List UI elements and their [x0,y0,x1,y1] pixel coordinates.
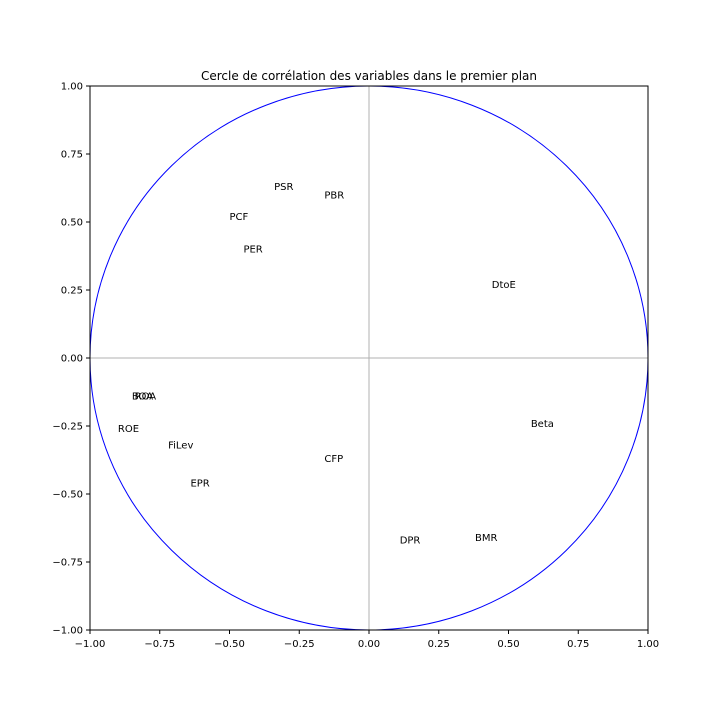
y-tick-label: 1.00 [61,82,83,93]
variable-label-psr: PSR [274,182,293,193]
y-tick-label: −1.00 [52,626,83,637]
y-tick-label: −0.75 [52,558,83,569]
y-tick-label: 0.50 [61,218,83,229]
x-tick-label: −0.25 [284,639,315,650]
variable-label-filev: FiLev [168,441,193,452]
x-tick-label: −0.50 [214,639,245,650]
y-tick-label: −0.50 [52,490,83,501]
y-tick-label: 0.00 [61,354,83,365]
x-axis: −1.00 −0.75 −0.50 −0.25 0.00 0.25 0.50 0.75 1.00 [75,630,659,650]
x-tick-label: 0.25 [428,639,450,650]
x-tick-label: −1.00 [75,639,106,650]
x-tick-label: 1.00 [637,639,659,650]
variable-label-boa: BOA [132,392,153,403]
x-tick-label: 0.00 [358,639,380,650]
y-axis: −1.00 −0.75 −0.50 −0.25 0.00 0.25 0.50 0.75 1.00 [52,82,90,637]
variable-label-pcf: PCF [230,212,249,223]
variable-label-beta: Beta [531,419,554,430]
variable-label-dtoe: DtoE [492,280,516,291]
variable-label-bmr: BMR [475,533,497,544]
chart-title: Cercle de corrélation des variables dans… [201,69,537,83]
variable-label-roe: ROE [118,424,139,435]
y-tick-label: −0.25 [52,422,83,433]
variable-label-epr: EPR [190,479,209,490]
x-tick-label: 0.75 [567,639,589,650]
plot-frame [89,85,649,631]
variable-label-pbr: PBR [324,190,344,201]
variable-label-per: PER [243,245,262,256]
y-tick-label: 0.25 [61,286,83,297]
variable-label-cfp: CFP [324,454,343,465]
x-tick-label: −0.75 [144,639,175,650]
y-tick-label: 0.75 [61,150,83,161]
plot-area [90,86,648,630]
x-tick-label: 0.50 [497,639,519,650]
variable-label-dpr: DPR [400,536,421,547]
variable-label-roa: ROA [135,392,157,403]
